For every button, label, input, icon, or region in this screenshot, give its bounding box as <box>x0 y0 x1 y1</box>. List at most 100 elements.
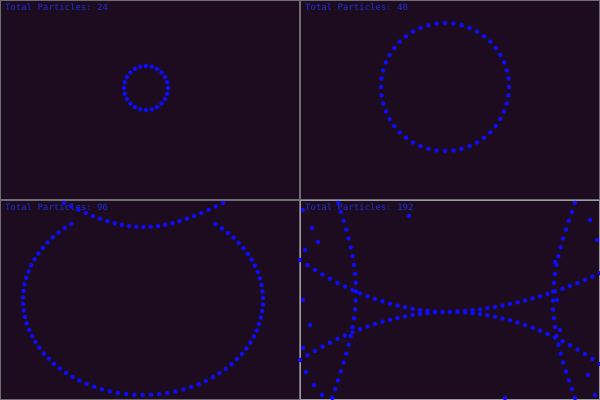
particle-dot <box>346 342 351 347</box>
particle-dot <box>418 143 423 149</box>
particle-dot <box>351 316 357 321</box>
particle-dot <box>260 295 266 301</box>
particle-dot <box>311 382 317 388</box>
particle-dot <box>330 395 335 400</box>
particle-dot <box>177 218 182 224</box>
particle-dot <box>485 306 490 311</box>
particle-dot <box>403 34 409 39</box>
particle-dot <box>189 384 194 390</box>
particle-dot <box>148 392 154 397</box>
particle-dot <box>492 314 498 319</box>
particle-dot <box>305 353 310 358</box>
particle-dot <box>506 84 512 90</box>
particle-dot <box>128 101 133 106</box>
particle-dot <box>219 226 225 231</box>
particle-dot <box>560 339 565 344</box>
particle-dot <box>319 392 325 398</box>
particle-dot <box>196 382 201 387</box>
particle-dot <box>335 200 341 206</box>
particle-dot <box>46 356 51 361</box>
particle-dot <box>29 263 34 268</box>
particle-dot <box>20 301 26 307</box>
particle-dot <box>357 327 363 332</box>
particle-dot <box>143 63 149 69</box>
particle-dot <box>506 93 511 98</box>
panel-frame <box>300 200 600 400</box>
panel-bottom-left: Total Particles: 96 <box>0 200 300 400</box>
particle-dot <box>402 305 408 310</box>
particle-dot <box>181 387 186 392</box>
particle-dot <box>395 315 400 321</box>
particle-dot <box>132 66 138 72</box>
particle-dot <box>128 70 133 75</box>
particle-dot <box>474 29 480 34</box>
particle-dot <box>550 298 556 303</box>
particle-dot <box>447 309 453 315</box>
particle-dot <box>70 374 75 380</box>
particle-dot <box>149 107 154 112</box>
particle-dot <box>500 316 505 321</box>
particle-dot <box>387 301 393 306</box>
particle-dot <box>236 240 241 245</box>
particle-dot <box>537 328 543 333</box>
particle-dot <box>346 236 351 241</box>
particle-dot <box>252 263 258 268</box>
particle-dot <box>312 267 318 273</box>
particle-dot <box>245 251 251 257</box>
particle-dot <box>351 262 357 268</box>
particle-dot <box>426 23 431 28</box>
particle-dot <box>467 143 472 149</box>
particle-dot <box>134 224 139 229</box>
particle-dot <box>372 321 378 327</box>
particle-dot <box>459 146 464 151</box>
particle-dot <box>33 339 38 345</box>
particle-dot <box>381 101 386 106</box>
particle-dot <box>551 307 556 312</box>
particle-dot <box>551 316 557 321</box>
particle-dot <box>92 384 97 389</box>
particle-dot <box>554 333 559 339</box>
particle-dot <box>501 109 507 114</box>
particle-dot <box>365 324 370 329</box>
particle-dot <box>481 34 487 39</box>
particle-dot <box>57 366 62 371</box>
particle-dot <box>380 299 385 304</box>
particle-dot <box>563 369 569 374</box>
particle-dot <box>162 74 168 80</box>
particle-dot <box>493 123 498 129</box>
particle-dot <box>309 225 315 231</box>
particle-dot <box>338 369 343 374</box>
particle-dot <box>307 322 313 328</box>
particle-dot <box>560 360 566 365</box>
particle-dot <box>378 84 384 90</box>
particle-dot <box>162 96 168 102</box>
particle-dot <box>492 304 498 310</box>
particle-dot <box>410 29 416 34</box>
particle-dot <box>493 45 498 51</box>
particle-dot <box>348 245 353 250</box>
particle-dot <box>217 371 222 376</box>
particle-dot <box>379 93 384 98</box>
particle-dot <box>582 351 588 357</box>
particle-dot <box>320 344 325 349</box>
particle-dot <box>132 104 138 110</box>
particle-dot <box>90 213 96 219</box>
particle-dot <box>572 395 578 400</box>
particle-count-label: Total Particles: 192 <box>305 203 413 213</box>
particle-dot <box>530 325 535 330</box>
particle-dot <box>56 230 61 235</box>
particle-dot <box>213 222 218 227</box>
particle-dot <box>507 318 513 323</box>
particle-dot <box>410 140 416 145</box>
particle-dot <box>191 213 197 219</box>
particle-dot <box>522 298 528 303</box>
particle-dot <box>552 271 558 277</box>
particle-dot <box>259 282 264 288</box>
particle-dot <box>305 262 310 268</box>
particle-layer <box>121 63 171 113</box>
particle-dot <box>569 209 575 215</box>
particle-dot <box>397 130 402 135</box>
particle-dot <box>467 25 472 31</box>
particle-dot <box>124 96 130 102</box>
particle-dot <box>387 317 393 322</box>
